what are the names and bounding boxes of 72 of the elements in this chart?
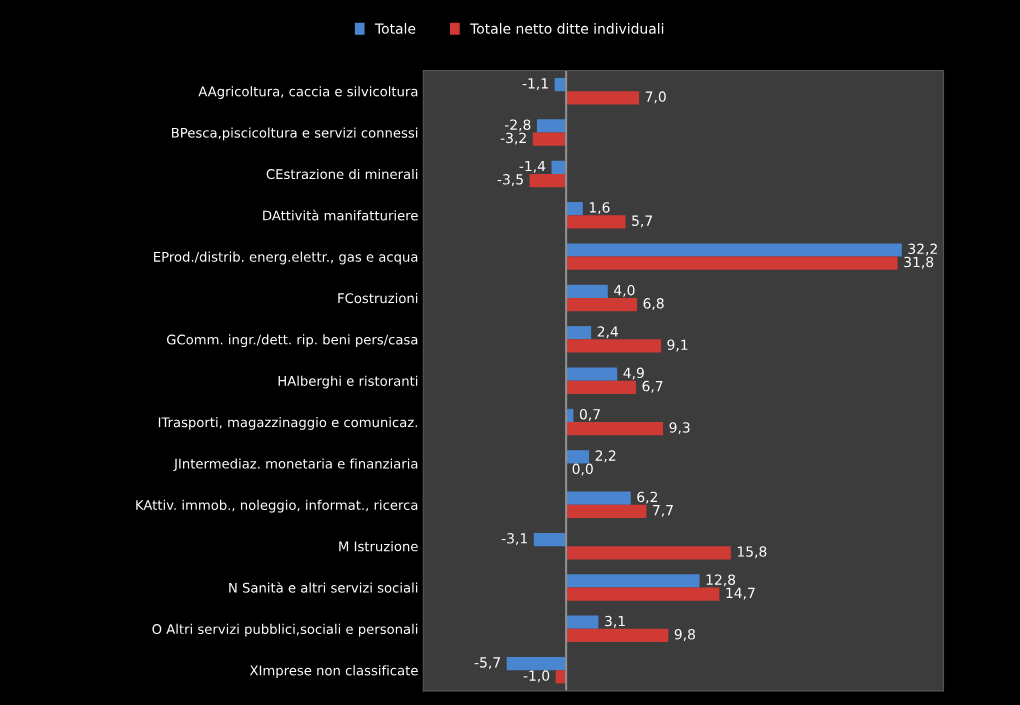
y-tick-label: DAttività manifatturiere [263, 209, 418, 221]
y-tick-label: CEstrazione di minerali [266, 168, 418, 180]
bar [533, 532, 567, 547]
bar [566, 202, 583, 216]
data-label: 31,8 [904, 256, 934, 269]
bar [566, 491, 631, 505]
bar [566, 339, 661, 353]
data-label: 15,8 [737, 546, 767, 559]
y-tick-label: BPesca,piscicoltura e servizi connessi [172, 127, 418, 141]
legend-label: Totale netto ditte individuali [470, 23, 664, 34]
bar [566, 504, 647, 519]
bar [566, 326, 592, 340]
y-tick-label: HAlberghi e ristoranti [278, 375, 418, 389]
bar [536, 119, 567, 133]
data-label: 4,0 [614, 284, 635, 297]
data-label: -1,1 [522, 78, 548, 91]
bar [566, 587, 720, 601]
y-tick-label: FCostruzioni [338, 292, 418, 304]
data-label: 3,1 [605, 615, 625, 628]
data-label: 0,0 [572, 463, 593, 476]
y-tick-label: XImprese non classificate [249, 665, 418, 678]
y-tick-label: N Sanità e altri servizi sociali [229, 581, 418, 593]
bar [566, 297, 638, 312]
data-label: 6,8 [643, 298, 664, 311]
data-label: 7,7 [653, 505, 673, 517]
y-tick-label: GComm. ingr./dett. rip. beni pers/casa [166, 334, 418, 348]
y-tick-label: O Altri servizi pubblici,sociali e personali [152, 623, 418, 637]
data-label: 1,6 [589, 202, 610, 215]
bar [529, 173, 567, 188]
legend-label: Totale [374, 23, 416, 34]
bar [566, 380, 636, 394]
y-tick-label: AAgricoltura, caccia e silvicoltura [198, 86, 418, 99]
bar [566, 367, 618, 381]
bar [566, 546, 731, 560]
bar [566, 215, 626, 229]
y-tick-label: EProd./distrib. energ.elettr., gas e acqua [154, 251, 418, 265]
data-label: 9,8 [674, 629, 695, 641]
data-label: 12,8 [706, 574, 736, 587]
data-label: -1,0 [523, 670, 550, 683]
bar [566, 243, 902, 257]
data-label: 0,7 [579, 408, 600, 421]
bar [566, 628, 669, 643]
bar [506, 656, 567, 671]
bar [566, 422, 664, 436]
data-label: 2,2 [595, 450, 616, 463]
data-label: -3,5 [497, 174, 523, 186]
y-tick-label: KAttiv. immob., noleggio, informat., ricerca [136, 499, 418, 513]
y-tick-label: ITrasporti, magazzinaggio e comunicaz. [158, 417, 418, 430]
data-label: 7,0 [645, 91, 666, 104]
bar [566, 256, 898, 270]
data-label: -1,4 [519, 160, 546, 173]
data-label: 4,9 [623, 367, 644, 380]
data-label: 9,3 [669, 422, 690, 435]
data-label: -3,2 [500, 132, 526, 145]
data-label: 6,2 [637, 491, 658, 504]
data-label: -3,1 [501, 533, 527, 545]
data-label: 6,7 [642, 380, 663, 393]
bar [566, 615, 599, 629]
bar [566, 284, 608, 298]
data-label: 2,4 [597, 326, 618, 339]
bar [566, 91, 640, 105]
data-label: -2,8 [504, 119, 531, 132]
bar [566, 450, 590, 464]
bar [566, 574, 700, 588]
data-label: -5,7 [474, 657, 500, 670]
y-tick-label: JIntermediaz. monetaria e finanziaria [173, 458, 418, 472]
y-tick-label: M Istruzione [339, 541, 418, 552]
data-label: 32,2 [908, 243, 937, 256]
data-label: 9,1 [667, 339, 688, 352]
data-label: 14,7 [726, 587, 755, 600]
data-label: 5,7 [632, 215, 652, 228]
bar [532, 132, 567, 146]
